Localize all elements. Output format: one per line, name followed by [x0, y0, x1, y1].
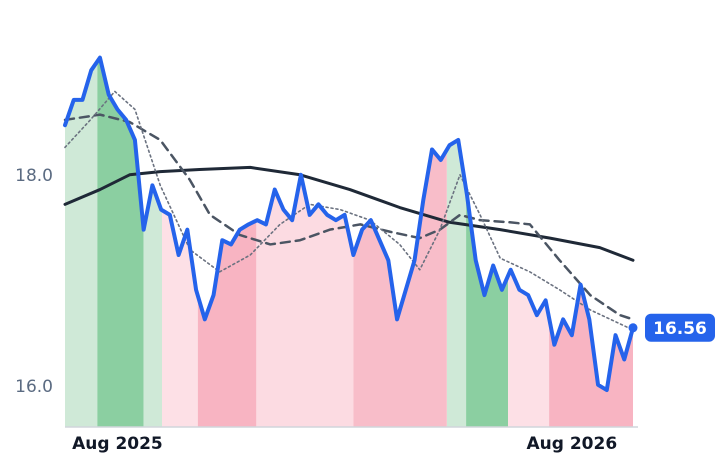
last-value-badge [645, 313, 715, 342]
region [508, 57, 550, 427]
regions [65, 57, 633, 427]
region [161, 57, 198, 427]
last-value-label: 16.56 [653, 319, 707, 339]
region [549, 57, 633, 427]
x-tick-label: Aug 2025 [72, 434, 163, 454]
region [197, 57, 257, 427]
last-point [628, 323, 638, 333]
y-tick-label: 18.0 [15, 166, 53, 186]
x-tick-label: Aug 2026 [526, 434, 617, 454]
series-line [63, 55, 635, 393]
y-tick-label: 16.0 [15, 377, 53, 397]
series-line [64, 90, 634, 331]
